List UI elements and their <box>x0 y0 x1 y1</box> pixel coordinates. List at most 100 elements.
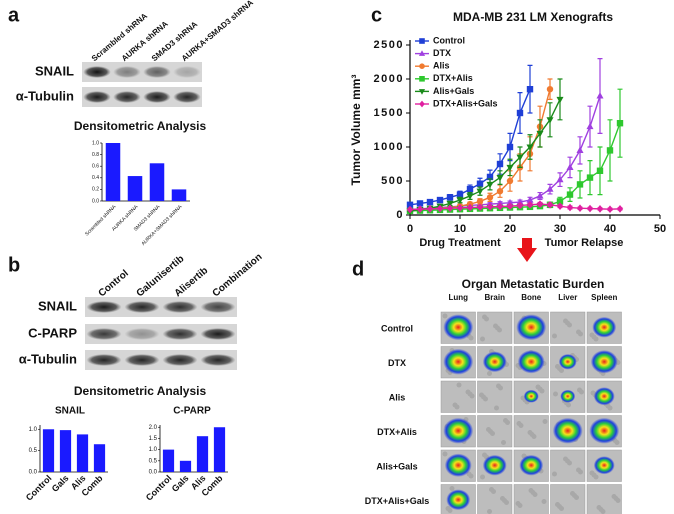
metastasis <box>443 417 474 444</box>
x-tick-label: Gals <box>170 473 191 494</box>
marker <box>466 193 474 200</box>
band <box>124 354 160 366</box>
marker <box>406 205 414 214</box>
panel-letter: a <box>8 4 20 26</box>
y-tick-label: 1.0 <box>149 447 158 453</box>
y-tick-label: 1.0 <box>92 140 99 146</box>
band <box>124 328 160 340</box>
metastasis <box>482 351 507 373</box>
marker <box>526 196 534 203</box>
legend-marker <box>418 50 426 56</box>
y-tick-label: 0.2 <box>92 187 99 193</box>
speckle <box>486 427 491 432</box>
marker <box>486 203 494 211</box>
speckle <box>449 486 455 491</box>
speckle <box>515 501 521 506</box>
marker <box>416 205 424 214</box>
column-label: Lung <box>448 293 468 302</box>
series-line <box>409 203 621 211</box>
band <box>143 66 171 78</box>
speckle <box>527 430 533 435</box>
metastasis <box>523 389 539 403</box>
speckle <box>535 384 541 390</box>
speckle <box>496 383 501 389</box>
marker <box>466 185 474 193</box>
speckle <box>494 405 499 411</box>
speckle <box>456 382 462 388</box>
chart-title: C-PARP <box>173 406 211 417</box>
row-label: DTX <box>388 358 406 368</box>
metastasis <box>558 353 577 370</box>
x-tick-label: 50 <box>654 223 666 235</box>
legend-marker <box>419 38 425 44</box>
speckle <box>576 467 581 473</box>
metastasis <box>519 454 544 476</box>
metastasis <box>482 454 507 476</box>
band <box>200 354 236 366</box>
marker <box>606 147 614 154</box>
marker <box>566 191 574 198</box>
marker <box>546 200 554 209</box>
legend-marker <box>418 89 426 95</box>
y-tick-label: 1.5 <box>149 436 158 442</box>
bar <box>196 436 209 472</box>
speckle <box>611 494 617 499</box>
marker <box>526 200 534 209</box>
bar <box>149 163 165 201</box>
lane-label: Combination <box>211 252 265 300</box>
speckle <box>480 336 485 342</box>
annotation: Drug Treatment <box>419 237 501 249</box>
x-tick-label: Scrambled shRNA <box>84 204 118 238</box>
marker <box>506 164 514 172</box>
band <box>86 354 122 366</box>
marker <box>526 86 534 93</box>
marker <box>576 204 584 213</box>
marker <box>516 201 524 210</box>
legend-label: Control <box>433 35 465 45</box>
band <box>173 91 201 103</box>
speckle <box>465 389 471 395</box>
y-tick-label: 0.0 <box>92 198 99 204</box>
marker <box>476 180 484 187</box>
metastasis <box>560 389 576 403</box>
band <box>83 91 111 103</box>
band <box>113 91 141 103</box>
bar <box>93 444 106 472</box>
marker <box>436 204 444 213</box>
speckle <box>577 387 582 393</box>
panel-letter: b <box>8 254 20 276</box>
speckle <box>528 488 534 493</box>
legend-marker <box>419 100 425 108</box>
band <box>86 328 122 340</box>
row-label: Alis <box>389 393 406 403</box>
band <box>162 301 198 313</box>
metastasis <box>516 314 547 341</box>
chart-title: Densitometric Analysis <box>74 119 207 133</box>
metastasis <box>446 489 471 511</box>
marker <box>536 130 544 138</box>
legend-label: DTX <box>433 48 451 58</box>
speckle <box>589 332 595 338</box>
marker <box>466 203 474 212</box>
marker <box>566 163 574 170</box>
y-tick-label: 2000 <box>374 73 404 85</box>
speckle <box>555 364 560 369</box>
speckle <box>487 509 492 514</box>
marker <box>446 194 454 201</box>
marker <box>476 188 484 196</box>
speckle <box>563 456 568 462</box>
marker <box>566 203 574 212</box>
speckle <box>480 474 485 480</box>
y-tick-label: 1.0 <box>29 427 38 433</box>
marker <box>486 181 494 189</box>
metastasis <box>592 316 617 338</box>
y-tick-label: 0.8 <box>92 152 99 158</box>
marker <box>496 175 504 182</box>
marker <box>496 202 504 211</box>
marker <box>476 198 484 205</box>
speckle <box>442 313 448 319</box>
y-tick-label: 0.5 <box>29 448 38 454</box>
band <box>200 301 236 313</box>
lane-label: Alisertib <box>173 265 211 299</box>
